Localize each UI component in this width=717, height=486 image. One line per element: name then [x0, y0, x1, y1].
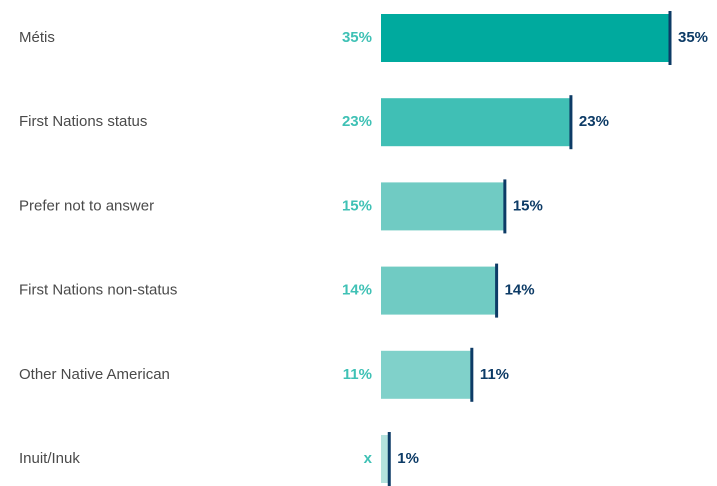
marker-label: 35% [678, 29, 708, 46]
bar-value-label: 23% [342, 113, 372, 130]
category-label: Inuit/Inuk [19, 450, 80, 467]
marker-label: 1% [397, 450, 419, 467]
category-label: Métis [19, 29, 55, 46]
bar-value-label: 35% [342, 29, 372, 46]
category-label: Prefer not to answer [19, 197, 154, 214]
bar-value-label: 14% [342, 282, 372, 299]
marker-label: 14% [505, 282, 535, 299]
category-label: First Nations status [19, 113, 147, 130]
category-label: First Nations non-status [19, 282, 177, 299]
marker-label: 11% [480, 366, 509, 383]
bar [381, 98, 571, 147]
bar [381, 266, 497, 315]
marker-label: 23% [579, 113, 609, 130]
bar [381, 182, 505, 231]
marker-label: 15% [513, 197, 543, 214]
bar [381, 14, 670, 62]
bar-value-label: 15% [342, 197, 372, 214]
category-label: Other Native American [19, 366, 170, 383]
bar [381, 435, 390, 483]
bar [381, 350, 472, 399]
bar-value-label: x [364, 450, 373, 467]
bar-value-label: 11% [343, 366, 372, 383]
